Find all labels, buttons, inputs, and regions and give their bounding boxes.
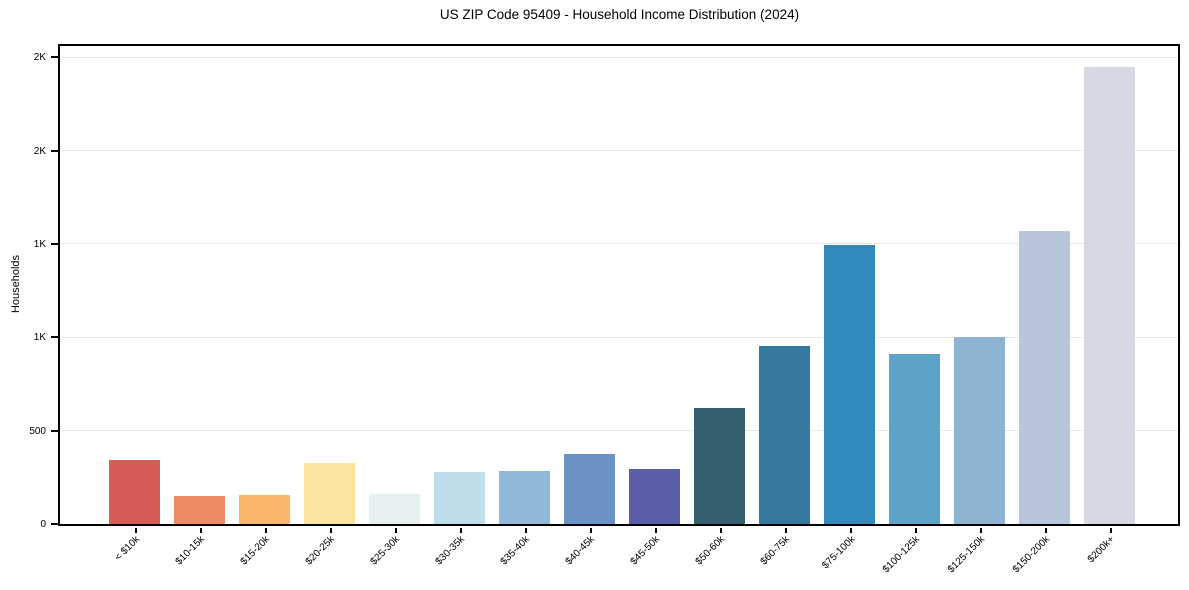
bar-slot: $30-35k — [434, 46, 485, 567]
bar — [239, 495, 290, 524]
gridline — [60, 150, 1178, 152]
bar-slot: $200k+ — [1084, 46, 1135, 565]
x-tick-mark — [1109, 528, 1112, 533]
y-tick-label: 1K — [33, 238, 46, 250]
x-tick-mark — [199, 528, 202, 533]
x-tick-label: $40-45k — [563, 534, 598, 568]
bar-slot: $15-20k — [239, 46, 290, 567]
bar — [1084, 67, 1135, 524]
x-tick-mark — [979, 528, 982, 533]
x-tick-mark — [654, 528, 657, 533]
x-tick-label: $15-20k — [238, 534, 273, 568]
x-tick-label: $100-125k — [881, 534, 923, 576]
x-tick-label: $20-25k — [303, 534, 338, 568]
y-tick-label: 1K — [33, 332, 46, 344]
bar-slot: $125-150k — [946, 46, 1005, 575]
bar — [434, 471, 485, 524]
bar — [499, 470, 550, 524]
bar — [109, 459, 160, 524]
bar-slot: $40-45k — [564, 46, 615, 567]
bar — [694, 408, 745, 524]
y-tick-mark — [51, 523, 58, 525]
x-tick-mark — [914, 528, 917, 533]
x-tick-label: $60-75k — [758, 534, 793, 568]
x-tick-mark — [849, 528, 852, 533]
x-tick-mark — [1044, 528, 1047, 533]
x-tick-label: $10-15k — [173, 534, 208, 568]
y-tick-label: 2K — [33, 52, 46, 64]
x-tick-label: $50-60k — [693, 534, 728, 568]
bar — [1019, 230, 1070, 524]
bar-slot: $60-75k — [759, 46, 810, 567]
bar — [889, 354, 940, 524]
bar — [954, 337, 1005, 524]
y-tick-mark — [51, 149, 58, 152]
bar-slot: $10-15k — [174, 46, 225, 567]
bar-slot: $150-200k — [1011, 46, 1070, 575]
y-tick-mark — [51, 429, 58, 432]
y-tick-mark — [51, 242, 58, 245]
bar-slot: $50-60k — [694, 46, 745, 567]
gridline — [60, 56, 1178, 58]
y-axis-label: Households — [10, 254, 22, 314]
bar — [174, 496, 225, 524]
x-tick-label: $25-30k — [368, 534, 403, 568]
bar-slot: $45-50k — [629, 46, 680, 567]
x-tick-label: $45-50k — [628, 534, 663, 568]
x-tick-mark — [134, 528, 137, 533]
bar — [629, 468, 680, 524]
x-tick-label: < $10k — [113, 534, 143, 564]
x-tick-label: $35-40k — [498, 534, 533, 568]
bar — [369, 494, 420, 524]
bar-slot: $75-100k — [820, 46, 875, 571]
x-tick-label: $75-100k — [820, 534, 858, 572]
bar-slot: $35-40k — [499, 46, 550, 567]
x-tick-label: $150-200k — [1011, 534, 1053, 576]
bar-slot: $100-125k — [881, 46, 940, 575]
gridline — [60, 336, 1178, 338]
x-tick-mark — [719, 528, 722, 533]
y-tick-label: 2K — [33, 145, 46, 157]
y-tick-label: 500 — [29, 425, 46, 437]
chart-title: US ZIP Code 95409 - Household Income Dis… — [439, 7, 800, 22]
x-tick-mark — [459, 528, 462, 533]
y-tick-label: 0 — [40, 519, 46, 530]
x-tick-mark — [329, 528, 332, 533]
gridline — [60, 430, 1178, 432]
bar — [564, 453, 615, 524]
bar-slot: $20-25k — [304, 46, 355, 567]
plot-area: 0 500 1K 1K 2K 2K < $10k $10-15k $15-20k $20-25k $… — [29, 44, 1180, 575]
bar-slot: $25-30k — [369, 46, 420, 567]
x-tick-label: $125-150k — [946, 534, 988, 576]
bar — [759, 345, 810, 524]
gridline — [60, 243, 1178, 245]
y-tick-mark — [51, 336, 58, 339]
x-tick-mark — [264, 528, 267, 533]
bar-slot: < $10k — [109, 46, 160, 563]
bars-container: < $10k $10-15k $15-20k $20-25k $25-30k $30-35… — [60, 46, 1178, 575]
x-tick-label: $200k+ — [1086, 534, 1118, 566]
x-tick-mark — [784, 528, 787, 533]
y-tick-mark — [51, 56, 58, 59]
bar — [304, 463, 355, 524]
x-tick-label: $30-35k — [433, 534, 468, 568]
bar — [824, 244, 875, 524]
x-tick-mark — [394, 528, 397, 533]
x-tick-mark — [589, 528, 592, 533]
x-tick-mark — [524, 528, 527, 533]
